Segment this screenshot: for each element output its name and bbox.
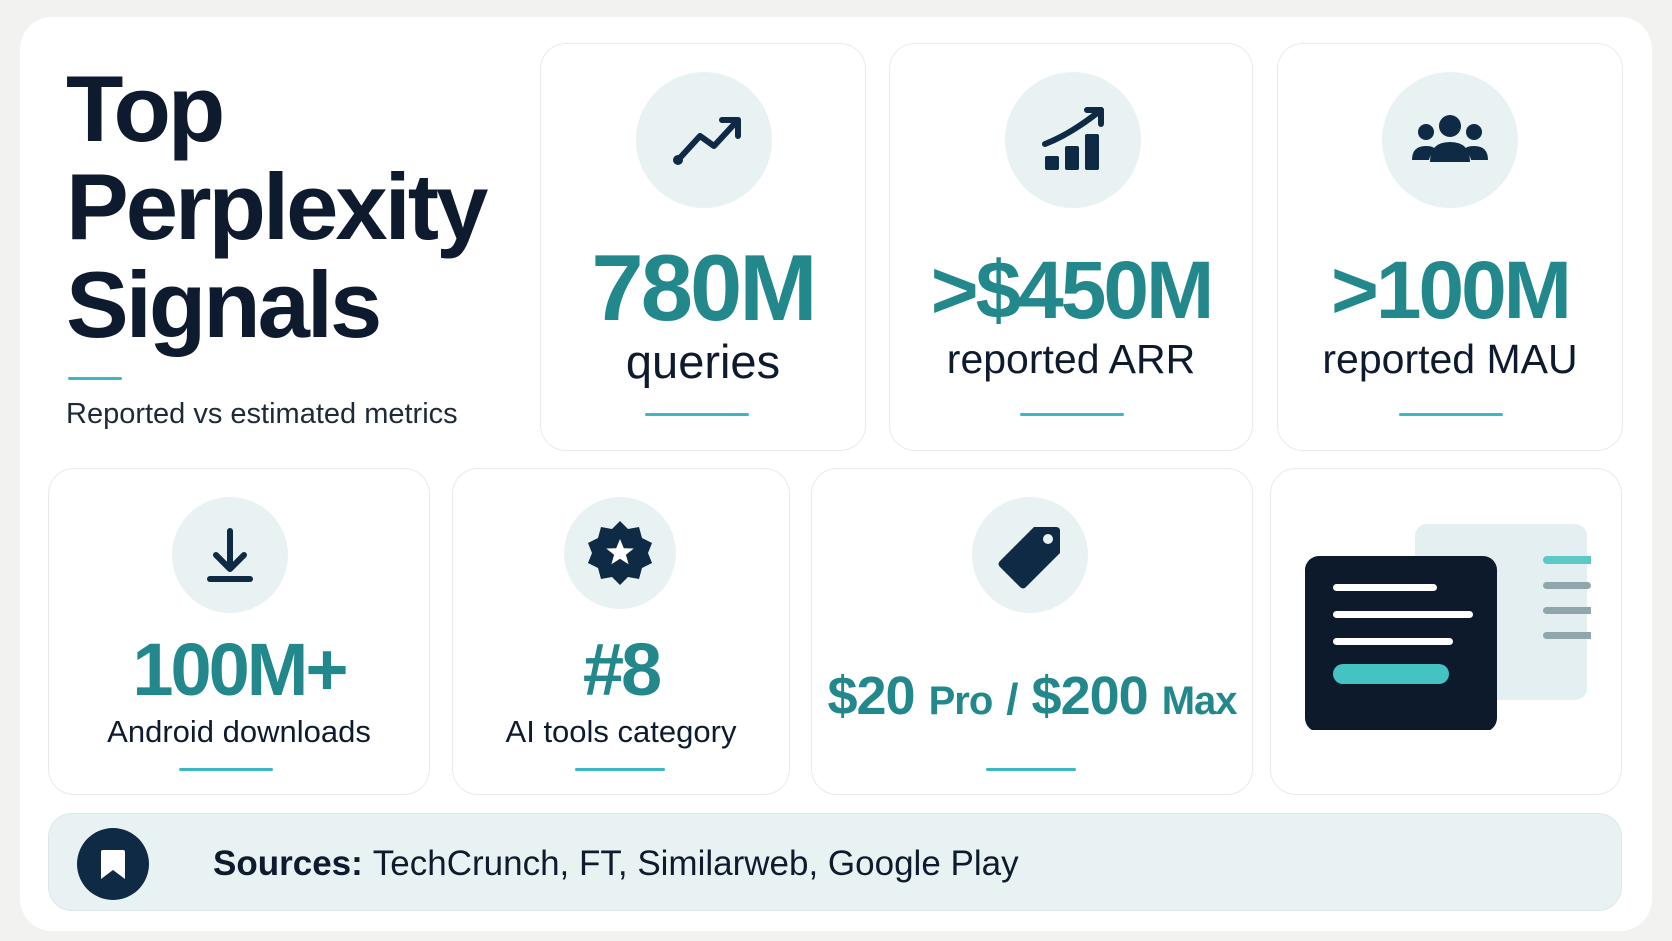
metric-card-category: #8 AI tools category: [452, 468, 790, 795]
metric-card-arr: >$450M reported ARR: [889, 43, 1253, 451]
metric-label-mau: reported MAU: [1322, 336, 1578, 382]
star-badge-icon: [564, 497, 676, 609]
sources-bar: Sources: TechCrunch, FT, Similarweb, Goog…: [48, 813, 1622, 911]
metric-label-arr: reported ARR: [946, 336, 1196, 382]
bookmark-icon: [77, 828, 149, 900]
price-pro: $20: [827, 666, 915, 726]
pricing-text: $20 Pro / $200 Max: [812, 665, 1252, 727]
sources-text: Sources: TechCrunch, FT, Similarweb, Goog…: [213, 844, 1019, 884]
title-line-1: Top: [66, 56, 225, 161]
sources-label: Sources:: [213, 844, 363, 883]
card-underline: [1020, 413, 1124, 416]
metric-label-downloads: Android downloads: [107, 714, 371, 749]
documents-illustration-icon: [1305, 524, 1599, 732]
price-max: $200: [1031, 666, 1149, 726]
metric-label-category: AI tools category: [505, 714, 737, 749]
page-title: Top Perplexity Signals: [66, 60, 506, 354]
plan-max: Max: [1161, 679, 1238, 723]
card-underline: [575, 768, 665, 771]
card-underline: [986, 768, 1076, 771]
metric-value-queries: 780M: [591, 235, 817, 340]
metric-card-downloads: 100M+ Android downloads: [48, 468, 430, 795]
price-separator: /: [1006, 675, 1018, 724]
metric-card-queries: 780M queries: [540, 43, 866, 451]
download-icon: [172, 497, 288, 613]
illustration-card: [1270, 468, 1622, 795]
title-underline: [68, 377, 122, 380]
metric-value-arr: >$450M: [930, 245, 1215, 336]
metric-value-downloads: 100M+: [132, 628, 348, 711]
users-group-icon: [1382, 72, 1518, 208]
page-subtitle: Reported vs estimated metrics: [66, 398, 458, 430]
metric-card-mau: >100M reported MAU: [1277, 43, 1623, 451]
metric-card-pricing: $20 Pro / $200 Max: [811, 468, 1253, 795]
metric-value-mau: >100M: [1330, 245, 1572, 336]
sources-list: TechCrunch, FT, Similarweb, Google Play: [372, 844, 1019, 883]
price-tag-icon: [972, 497, 1088, 613]
plan-pro: Pro: [928, 679, 994, 723]
trend-line-icon: [636, 72, 772, 208]
metric-label-queries: queries: [625, 335, 781, 388]
card-underline: [645, 413, 749, 416]
card-underline: [179, 768, 273, 771]
title-line-2: Perplexity: [66, 154, 488, 259]
bar-chart-up-icon: [1005, 72, 1141, 208]
card-underline: [1399, 413, 1503, 416]
title-line-3: Signals: [66, 252, 382, 357]
metric-value-category: #8: [582, 628, 662, 711]
